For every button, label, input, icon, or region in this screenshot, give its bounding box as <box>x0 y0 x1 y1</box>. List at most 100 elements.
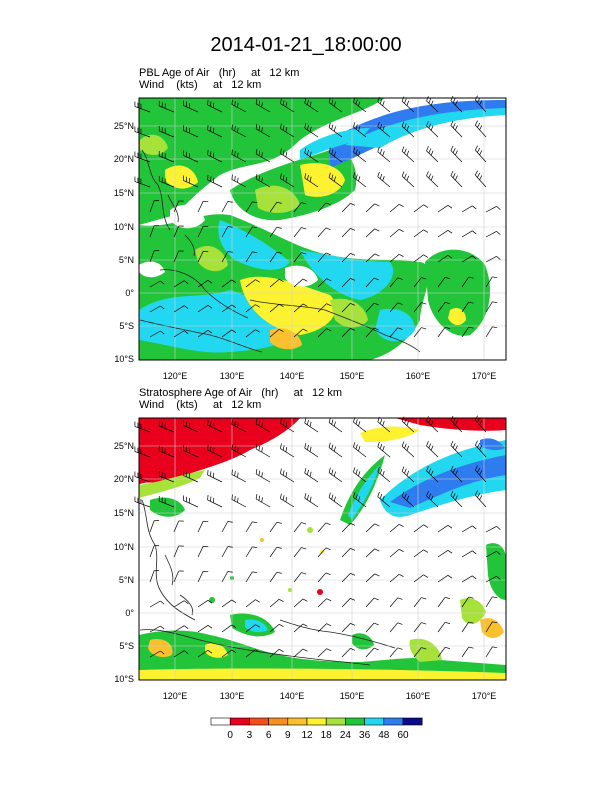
wind-barb <box>389 228 404 238</box>
colorbar-label: 36 <box>359 730 371 741</box>
wind-barb <box>231 124 247 138</box>
wind-barb <box>221 201 233 213</box>
wind-barb <box>173 330 189 338</box>
wind-barb <box>365 327 379 338</box>
wind-barb <box>304 173 319 188</box>
wind-barb <box>293 572 307 583</box>
wind-barb <box>485 301 498 313</box>
wind-barb <box>437 646 450 658</box>
wind-barb <box>413 229 428 238</box>
wind-barb <box>401 441 415 458</box>
wind-barb <box>426 441 439 458</box>
wind-barb <box>173 545 184 558</box>
wind-barb <box>450 120 463 138</box>
wind-barb <box>280 148 295 163</box>
wind-barb <box>426 171 439 188</box>
wind-barb <box>158 445 175 458</box>
wind-barb <box>221 649 237 658</box>
wind-barb <box>231 494 247 508</box>
wind-barb <box>149 520 160 533</box>
wind-barb <box>149 225 160 238</box>
wind-barb <box>149 305 165 313</box>
wind-barb <box>377 466 391 483</box>
wind-barb <box>245 304 260 313</box>
wind-barb <box>353 442 367 458</box>
wind-barb <box>461 575 477 583</box>
wind-barb <box>341 598 356 608</box>
wind-barb <box>353 147 367 163</box>
wind-barb <box>389 548 404 558</box>
wind-barb <box>413 574 428 583</box>
panel2-lat-tick: 20°N <box>114 474 134 484</box>
wind-barb <box>389 523 404 533</box>
wind-barb <box>158 175 175 188</box>
wind-barb <box>328 442 343 458</box>
wind-barb <box>413 277 427 288</box>
wind-barb <box>437 326 450 338</box>
wind-barb <box>255 174 271 188</box>
wind-barb <box>485 526 501 533</box>
colorbar-label: 12 <box>301 730 313 741</box>
wind-barb <box>197 279 213 288</box>
wind-barb <box>134 421 151 433</box>
wind-barb <box>245 329 260 338</box>
wind-barb <box>450 440 463 458</box>
wind-barb <box>221 624 237 633</box>
colorbar-swatch <box>364 717 385 726</box>
wind-barb <box>353 417 367 433</box>
wind-barb <box>197 570 209 583</box>
wind-barb <box>183 175 199 188</box>
wind-barb <box>221 279 237 288</box>
wind-barb <box>461 301 474 313</box>
wind-barb <box>401 466 415 483</box>
wind-barb <box>485 256 501 263</box>
wind-barb <box>401 491 415 508</box>
colorbar-label: 18 <box>321 730 333 741</box>
wind-barb <box>197 329 213 338</box>
wind-barb <box>197 200 209 213</box>
wind-barb <box>341 278 356 288</box>
wind-barb <box>158 420 175 433</box>
wind-barb <box>365 302 379 313</box>
wind-barb <box>389 622 403 633</box>
wind-barb <box>197 599 213 608</box>
wind-barb <box>173 625 189 633</box>
wind-barb <box>158 470 175 483</box>
wind-barb <box>365 253 380 263</box>
colorbar-swatch <box>383 717 404 726</box>
wind-barb <box>353 467 367 483</box>
wind-barb <box>437 276 450 288</box>
panel2-shading <box>139 418 506 680</box>
wind-barb <box>149 570 160 583</box>
wind-barb <box>365 277 379 288</box>
wind-barb <box>437 204 453 213</box>
wind-barb <box>413 647 427 658</box>
panel1-lat-tick: 25°N <box>114 121 134 131</box>
wind-barb <box>149 200 160 213</box>
wind-barb <box>173 570 184 583</box>
wind-barb <box>353 492 367 508</box>
wind-barb <box>317 227 331 238</box>
wind-barb <box>328 122 343 138</box>
wind-barb <box>231 99 247 113</box>
wind-barb <box>134 446 151 458</box>
wind-barb <box>207 419 223 433</box>
colorbar-label: 24 <box>340 730 352 741</box>
panel1-map <box>134 95 507 361</box>
colorbar: 0 3 6 9 12 18 24 36 48 60 <box>210 717 423 741</box>
wind-barb <box>474 145 487 163</box>
wind-barb <box>389 277 403 288</box>
panel1-frame <box>138 97 507 361</box>
wind-barb <box>328 172 343 188</box>
wind-barb <box>149 250 160 263</box>
colorbar-label: 6 <box>266 730 272 741</box>
wind-barb <box>134 126 151 138</box>
wind-barb <box>485 551 501 558</box>
panel1-field-label: PBL Age of Air (hr) at 12 km <box>139 67 300 79</box>
wind-barb <box>377 171 391 188</box>
panel2-field-label: Stratosphere Age of Air (hr) at 12 km <box>139 387 342 399</box>
panel1-lon-tick: 160°E <box>406 371 431 381</box>
wind-barb <box>197 520 209 533</box>
wind-barb <box>426 491 439 508</box>
wind-barb <box>377 491 391 508</box>
